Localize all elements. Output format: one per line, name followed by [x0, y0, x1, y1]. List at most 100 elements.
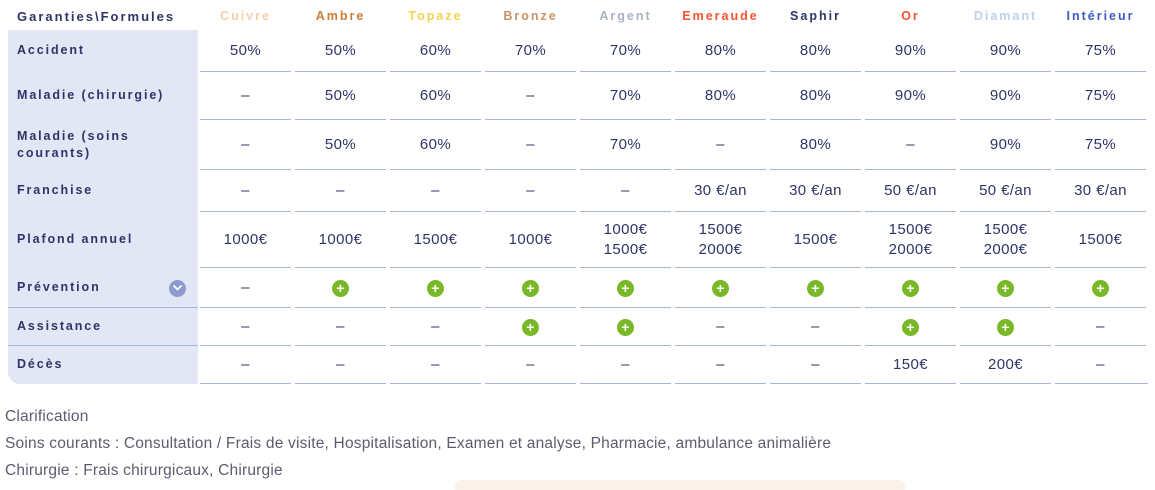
comparison-table: Garanties\Formules Cuivre Ambre Topaze Bron… — [8, 2, 1148, 384]
table-cell: 150€ — [863, 346, 958, 384]
row-label-text: Maladie (chirurgie) — [17, 88, 165, 103]
table-cell: 30 €/an — [768, 170, 863, 212]
table-cell: 1500€ 2000€ — [863, 212, 958, 268]
table-row-deces: Décès – – – – – – –150€ 200€ – — [8, 346, 1148, 384]
table-cell: 60% — [388, 30, 483, 72]
table-cell: – — [293, 346, 388, 384]
plus-icon: + — [617, 318, 634, 336]
table-cell: – — [198, 120, 293, 170]
table-cell: 50 €/an — [958, 170, 1053, 212]
plus-icon: + — [997, 318, 1014, 336]
table-cell: – — [198, 170, 293, 212]
table-cell: 75% — [1053, 72, 1148, 120]
column-header-topaze: Topaze — [408, 9, 463, 23]
table-cell: + — [958, 308, 1053, 346]
table-cell: – — [673, 120, 768, 170]
table-cell: 30 €/an — [673, 170, 768, 212]
column-header-interieur: Intérieur — [1066, 9, 1135, 23]
table-cell: + — [483, 308, 578, 346]
table-cell: + — [768, 268, 863, 308]
table-cell: 50% — [293, 120, 388, 170]
table-row-maladie-chirurgie: Maladie (chirurgie) –50% 60% –70% 80% 80% 90% 9… — [8, 72, 1148, 120]
row-label-assistance: Assistance — [8, 308, 198, 346]
plus-icon: + — [332, 279, 349, 297]
column-header-bronze: Bronze — [503, 9, 558, 23]
table-cell: 30 €/an — [1053, 170, 1148, 212]
plus-icon: + — [807, 279, 824, 297]
table-cell: 50% — [293, 72, 388, 120]
cell-value-line: 1500€ — [983, 220, 1028, 238]
table-cell: + — [578, 308, 673, 346]
cell-value-line: 1000€ — [603, 220, 648, 238]
table-cell: – — [293, 308, 388, 346]
table-row-franchise: Franchise – – – – –30 €/an 30 €/an 50 €/an 50 €/… — [8, 170, 1148, 212]
table-cell: 90% — [863, 30, 958, 72]
row-label-text: Maladie (soins courants) — [17, 128, 130, 161]
plus-icon: + — [997, 279, 1014, 297]
row-label-prevention: Prévention — [8, 268, 198, 308]
table-cell: 1500€ 2000€ — [958, 212, 1053, 268]
plus-icon: + — [522, 279, 539, 297]
table-cell: – — [293, 170, 388, 212]
table-row-plafond-annuel: Plafond annuel 1000€ 1000€ 1500€ 1000€ 1000€ 1… — [8, 212, 1148, 268]
column-header-argent: Argent — [599, 9, 652, 23]
table-cell: 90% — [958, 30, 1053, 72]
table-cell: 75% — [1053, 30, 1148, 72]
table-cell: + — [863, 268, 958, 308]
table-cell: 70% — [483, 30, 578, 72]
plus-icon: + — [712, 279, 729, 297]
table-row-prevention: Prévention – + + + + + + + + + — [8, 268, 1148, 308]
table-cell: – — [198, 268, 293, 308]
table-cell: – — [1053, 308, 1148, 346]
chevron-down-icon[interactable] — [169, 279, 186, 297]
table-cell: + — [293, 268, 388, 308]
row-label-text: Accident — [17, 43, 85, 58]
table-cell: 90% — [958, 72, 1053, 120]
table-cell: 60% — [388, 72, 483, 120]
table-cell: – — [673, 308, 768, 346]
row-label-text: Décès — [17, 357, 64, 372]
corner-header: Garanties\Formules — [17, 8, 176, 24]
table-cell: 75% — [1053, 120, 1148, 170]
table-cell: + — [578, 268, 673, 308]
table-cell: – — [768, 308, 863, 346]
table-cell: + — [483, 268, 578, 308]
row-label-text: Franchise — [17, 183, 94, 198]
table-cell: – — [483, 170, 578, 212]
table-row-assistance: Assistance – – – + + – – + + – — [8, 308, 1148, 346]
table-cell: 70% — [578, 30, 673, 72]
row-label-text: Prévention — [17, 280, 101, 295]
row-label-maladie-chirurgie: Maladie (chirurgie) — [8, 72, 198, 120]
table-cell: – — [483, 72, 578, 120]
table-cell: + — [388, 268, 483, 308]
table-cell: 90% — [958, 120, 1053, 170]
table-cell: 80% — [768, 72, 863, 120]
plus-icon: + — [427, 279, 444, 297]
table-cell: 90% — [863, 72, 958, 120]
table-cell: – — [673, 346, 768, 384]
cell-value-line: 2000€ — [698, 241, 743, 258]
table-cell: – — [388, 170, 483, 212]
table-cell: 1000€ 1500€ — [578, 212, 673, 268]
table-cell: 80% — [673, 30, 768, 72]
table-cell: 1500€ 2000€ — [673, 212, 768, 268]
table-row-maladie-soins-courants: Maladie (soins courants) –50% 60% –70% –80% –… — [8, 120, 1148, 170]
table-cell: – — [863, 120, 958, 170]
table-body: Accident 50% 50% 60% 70% 70% 80% 80% 90% 90% 75% Ma… — [8, 30, 1148, 384]
plus-icon: + — [902, 279, 919, 297]
row-label-maladie-soins-courants: Maladie (soins courants) — [8, 120, 198, 170]
table-cell: 50% — [293, 30, 388, 72]
column-header-emeraude: Emeraude — [682, 9, 759, 23]
row-label-text: Assistance — [17, 319, 103, 334]
cell-value-line: 1500€ — [603, 241, 648, 258]
column-header-or: Or — [901, 9, 920, 23]
table-cell: 1000€ — [198, 212, 293, 268]
cell-value-line: 2000€ — [983, 241, 1028, 258]
notes-soins-courants: Soins courants : Consultation / Frais de… — [5, 435, 832, 452]
table-cell: – — [483, 346, 578, 384]
plus-icon: + — [902, 318, 919, 336]
table-cell: 1000€ — [483, 212, 578, 268]
cell-value-line: 2000€ — [888, 241, 933, 258]
table-cell: 50 €/an — [863, 170, 958, 212]
table-cell: + — [958, 268, 1053, 308]
